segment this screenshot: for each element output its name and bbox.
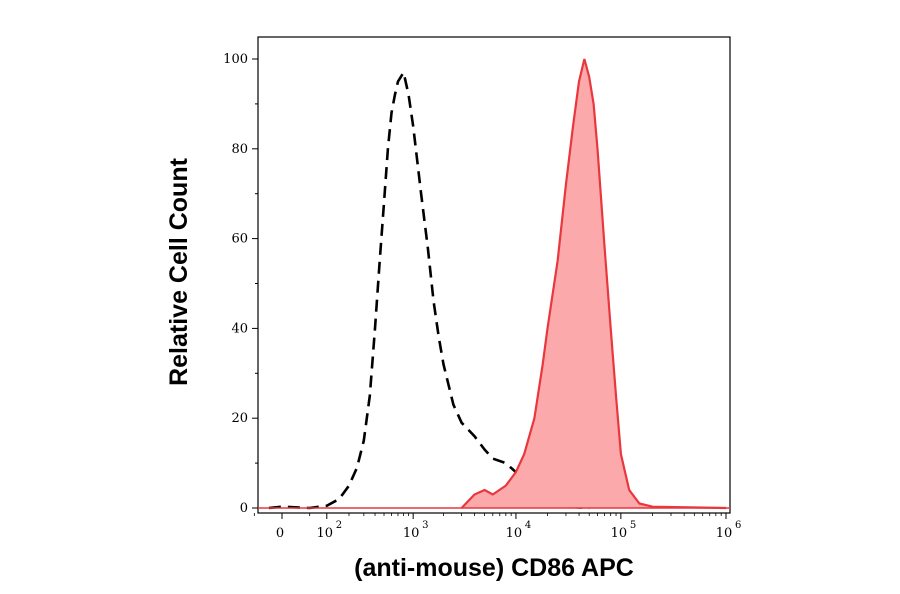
y-tick-label: 60 [231, 232, 248, 247]
y-tick-label: 80 [231, 142, 248, 157]
y-tick-label: 0 [240, 501, 248, 516]
x-tick-exponent: 2 [336, 520, 342, 531]
series-0-line [268, 69, 590, 510]
y-tick-label: 40 [231, 321, 248, 336]
x-tick-label: 0 [276, 526, 284, 541]
series-1-line [460, 58, 727, 510]
y-tick-label: 20 [231, 411, 248, 426]
x-tick-exponent: 4 [525, 520, 531, 531]
x-tick-label: 10 [506, 526, 523, 541]
y-tick-label: 100 [223, 52, 248, 67]
x-tick-exponent: 6 [735, 520, 741, 531]
x-tick-exponent: 5 [630, 520, 636, 531]
series-layer [258, 58, 730, 510]
x-tick-label: 10 [611, 526, 628, 541]
x-tick-label: 10 [716, 526, 733, 541]
x-tick-label: 10 [317, 526, 334, 541]
x-axis-title: (anti-mouse) CD86 APC [354, 554, 634, 582]
y-axis: 0 20 40 60 80 100 [223, 52, 258, 516]
x-tick-label: 10 [403, 526, 420, 541]
plot-border [257, 36, 731, 514]
series-1-area [461, 59, 726, 508]
y-axis-title: Relative Cell Count [165, 157, 193, 385]
x-tick-exponent: 3 [422, 520, 428, 531]
plot-area [257, 36, 731, 514]
